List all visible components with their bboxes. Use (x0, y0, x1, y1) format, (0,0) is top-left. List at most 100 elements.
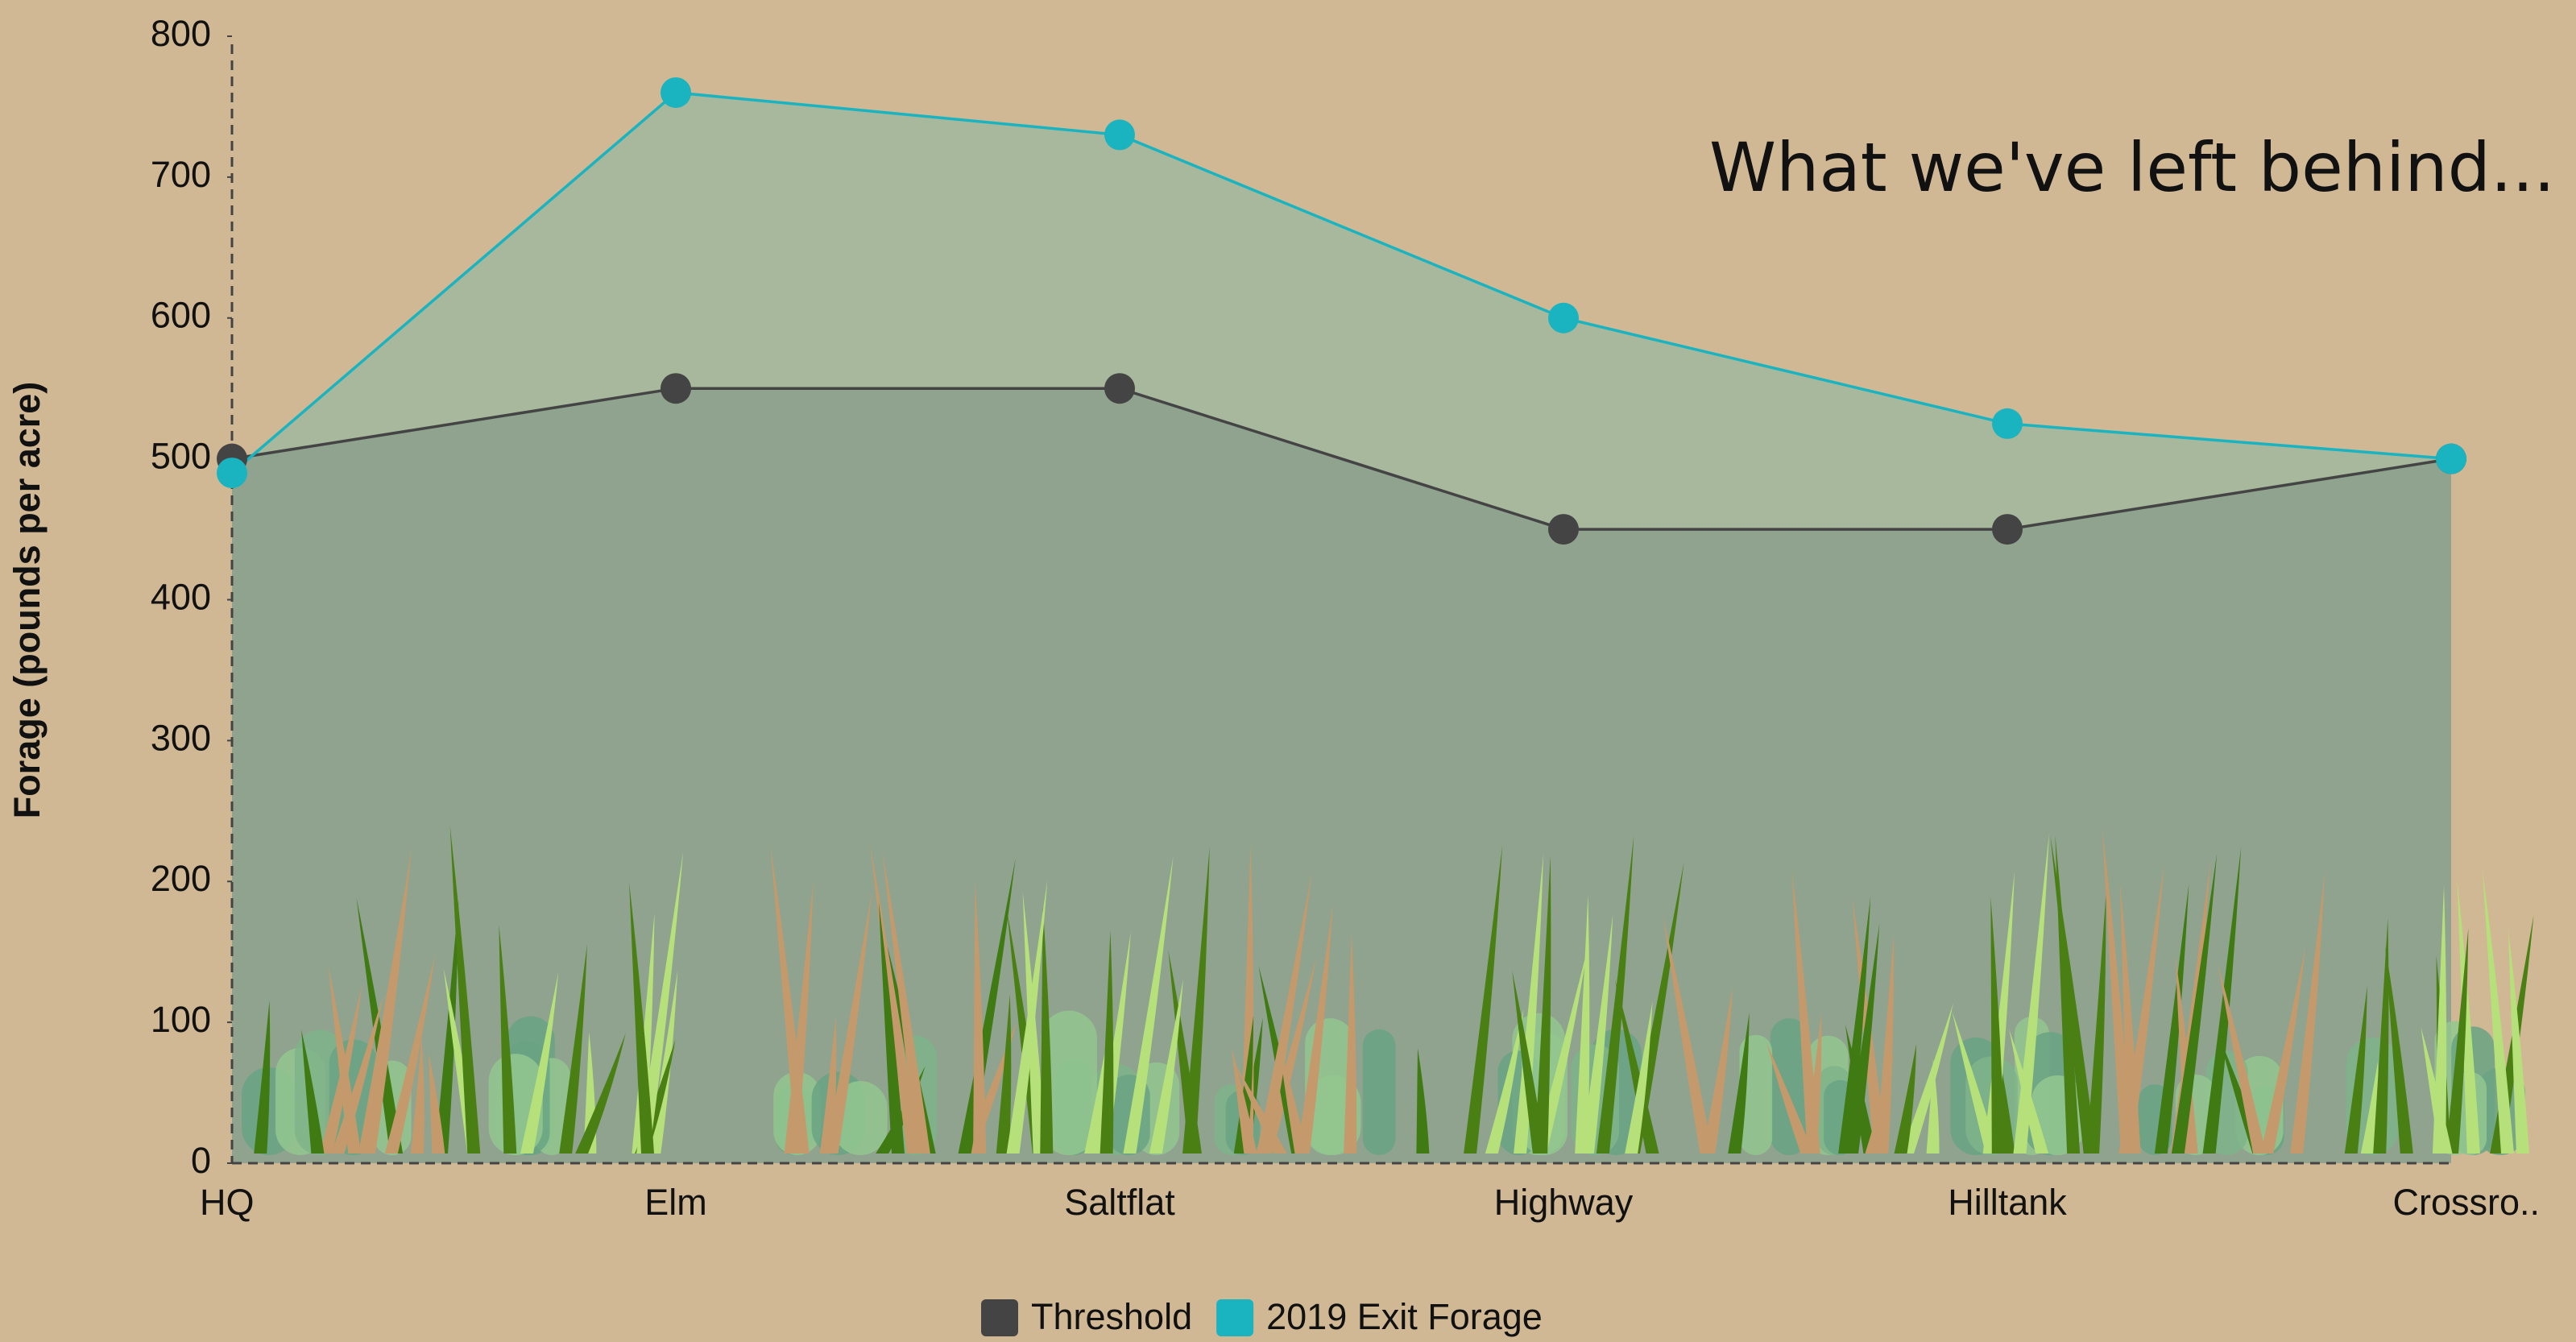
blade (1485, 1009, 1524, 1154)
blade (1728, 1013, 1750, 1154)
blade (520, 971, 559, 1154)
blade (1534, 855, 1551, 1154)
blade (1236, 1065, 1287, 1154)
y-tick-label: 700 (151, 154, 211, 195)
series-line (230, 91, 2452, 474)
legend-swatch (1216, 1299, 1254, 1336)
bush (1041, 1010, 1097, 1155)
blade (2508, 929, 2529, 1154)
blade (1766, 1042, 1814, 1154)
blade (648, 970, 678, 1154)
blade (429, 1053, 445, 1154)
blade (1702, 986, 1733, 1154)
x-tick-label: Hilltank (1948, 1182, 2067, 1223)
legend-swatch (981, 1299, 1018, 1336)
blade (1580, 913, 1613, 1154)
blade (2154, 884, 2189, 1154)
blade (2055, 835, 2081, 1154)
x-tick-label: Crossro.. (2392, 1182, 2540, 1223)
blade (2119, 880, 2141, 1154)
blade (1845, 923, 1880, 1154)
blade (882, 851, 930, 1154)
y-tick-label: 800 (151, 13, 211, 54)
y-tick-label: 200 (151, 858, 211, 899)
point (661, 77, 691, 108)
blade (2421, 1027, 2453, 1154)
axes: 0 100 200 300 400 500 600 700 800 HQ Elm Saltflat Hi… (151, 13, 2540, 1223)
bush (833, 1081, 888, 1155)
blade (770, 844, 810, 1154)
blade (1416, 1048, 1430, 1154)
legend-label: Threshold (1031, 1296, 1192, 1337)
point (1548, 302, 1579, 333)
y-tick-label: 600 (151, 295, 211, 336)
blade (1149, 979, 1183, 1154)
blade (254, 1000, 271, 1154)
blade (499, 924, 517, 1154)
blade (2385, 946, 2413, 1154)
x-tick-label: Saltflat (1064, 1182, 1175, 1223)
blade (1894, 1043, 1917, 1154)
blade (870, 843, 920, 1154)
point (1548, 514, 1579, 545)
blade (449, 826, 481, 1154)
blade (1952, 1011, 1999, 1154)
legend: Threshold 2019 Exit Forage (981, 1296, 1543, 1337)
blade (2102, 826, 2135, 1154)
blade (2373, 917, 2389, 1154)
blade (1296, 903, 1333, 1154)
blade (1625, 1000, 1653, 1154)
y-tick-label: 400 (151, 576, 211, 617)
blade (1838, 897, 1871, 1154)
blade (2218, 963, 2267, 1154)
blade (1615, 980, 1659, 1154)
blade (1663, 915, 1713, 1154)
grass-decoration (242, 826, 2534, 1155)
legend-label: 2019 Exit Forage (1266, 1296, 1543, 1337)
point (1104, 373, 1135, 404)
blade (1232, 1047, 1257, 1154)
blade (629, 882, 655, 1154)
bush (1362, 1029, 1396, 1155)
blade (2290, 870, 2325, 1154)
blade (2013, 833, 2049, 1154)
blade (1182, 846, 1210, 1154)
point (661, 373, 691, 404)
chart-title: What we've left behind... (1709, 128, 2555, 207)
blade (2482, 869, 2515, 1154)
blade (2457, 880, 2480, 1154)
blade (996, 994, 1012, 1154)
blade (2086, 894, 2106, 1154)
blade (2360, 1060, 2379, 1154)
blade (301, 1029, 325, 1154)
blade (1575, 894, 1590, 1154)
blade (1100, 930, 1114, 1154)
blade (2446, 927, 2469, 1154)
y-tick-label: 0 (191, 1140, 211, 1181)
point (1992, 514, 2023, 545)
blade (410, 1037, 425, 1154)
blade (2175, 955, 2198, 1154)
blade (1344, 932, 1357, 1154)
blade (356, 897, 404, 1154)
y-tick-label: 300 (151, 717, 211, 758)
marks (217, 77, 2466, 545)
blade (1791, 870, 1820, 1154)
point (217, 458, 247, 489)
blade (1875, 934, 1894, 1154)
blade (328, 964, 362, 1154)
blade (1990, 897, 2005, 1154)
x-tick-label: Elm (644, 1182, 707, 1223)
blade (878, 902, 905, 1154)
blade (1865, 1054, 1894, 1154)
y-tick-label: 500 (151, 436, 211, 477)
point (2436, 443, 2466, 474)
blade (973, 881, 987, 1154)
blade (2344, 985, 2367, 1154)
x-tick-label: Highway (1494, 1182, 1634, 1223)
point (1104, 119, 1135, 151)
y-axis-title: Forage (pounds per acre) (6, 382, 48, 819)
blade (1596, 835, 1634, 1154)
